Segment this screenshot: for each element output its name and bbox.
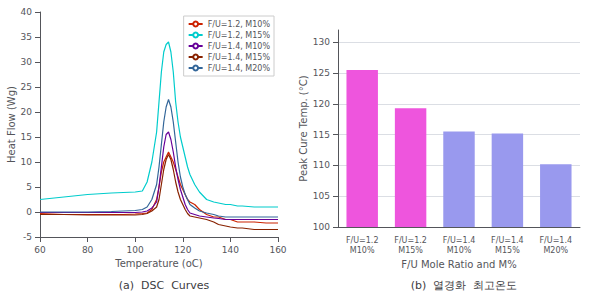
svg-text:F/U=1.4: F/U=1.4 [540, 236, 573, 245]
svg-text:(b) 열경화 최고온도: (b) 열경화 최고온도 [411, 279, 518, 292]
svg-text:40: 40 [21, 7, 33, 17]
svg-text:M15%: M15% [495, 246, 520, 255]
svg-text:115: 115 [313, 130, 330, 140]
svg-text:F/U=1.4: F/U=1.4 [491, 236, 524, 245]
svg-text:F/U=1.4: F/U=1.4 [443, 236, 476, 245]
svg-text:(a) DSC Curves: (a) DSC Curves [119, 279, 210, 292]
svg-text:F/U=1.4, M20%: F/U=1.4, M20% [208, 64, 271, 73]
svg-text:20: 20 [21, 107, 33, 117]
svg-text:M10%: M10% [350, 246, 375, 255]
svg-text:120: 120 [313, 99, 330, 109]
svg-text:Temperature (oC): Temperature (oC) [114, 258, 203, 269]
svg-text:30: 30 [21, 57, 33, 67]
svg-text:100: 100 [127, 245, 144, 255]
svg-text:0: 0 [26, 207, 32, 217]
svg-text:M10%: M10% [447, 246, 472, 255]
svg-text:100: 100 [313, 222, 330, 232]
svg-text:25: 25 [21, 82, 32, 92]
svg-text:F/U=1.2: F/U=1.2 [394, 236, 427, 245]
svg-text:-5: -5 [23, 232, 32, 242]
svg-text:Heat Flow (Wg): Heat Flow (Wg) [6, 86, 17, 163]
svg-text:160: 160 [269, 245, 286, 255]
svg-text:15: 15 [21, 132, 32, 142]
svg-text:M15%: M15% [398, 246, 423, 255]
svg-text:Peak Cure Temp. (°C): Peak Cure Temp. (°C) [298, 75, 309, 181]
svg-text:F/U=1.4, M10%: F/U=1.4, M10% [208, 42, 271, 51]
svg-text:10: 10 [21, 157, 33, 167]
svg-text:130: 130 [313, 37, 330, 47]
svg-text:110: 110 [313, 160, 330, 170]
svg-text:M20%: M20% [543, 246, 568, 255]
svg-text:F/U=1.2, M15%: F/U=1.2, M15% [208, 31, 271, 40]
svg-text:35: 35 [21, 32, 32, 42]
svg-text:60: 60 [34, 245, 46, 255]
svg-text:F/U=1.2: F/U=1.2 [346, 236, 379, 245]
svg-text:105: 105 [313, 191, 330, 201]
svg-text:140: 140 [222, 245, 239, 255]
svg-text:5: 5 [26, 182, 32, 192]
svg-text:F/U Mole Ratio and M%: F/U Mole Ratio and M% [401, 259, 516, 270]
svg-text:F/U=1.2, M10%: F/U=1.2, M10% [208, 20, 271, 29]
svg-text:125: 125 [313, 68, 330, 78]
svg-text:120: 120 [174, 245, 191, 255]
svg-text:F/U=1.4, M15%: F/U=1.4, M15% [208, 53, 271, 62]
svg-text:80: 80 [82, 245, 94, 255]
